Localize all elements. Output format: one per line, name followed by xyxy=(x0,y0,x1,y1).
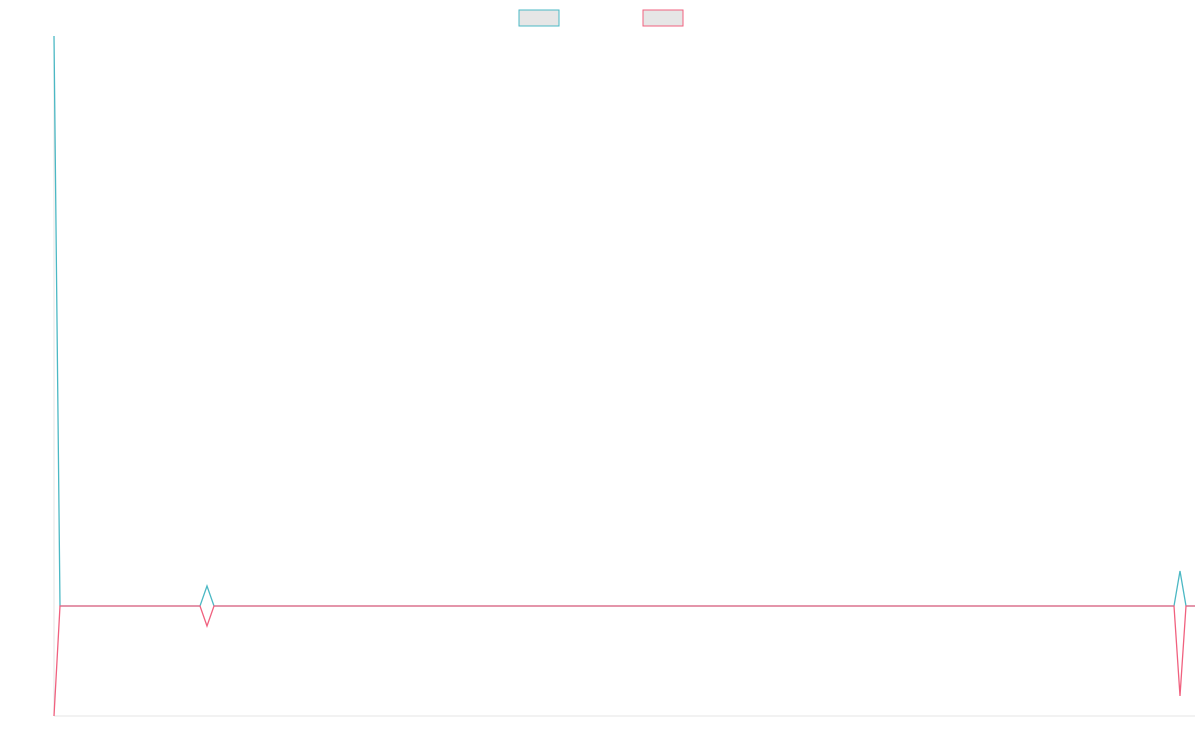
legend-swatch xyxy=(518,9,560,27)
data-line xyxy=(53,605,1195,717)
legend-swatch xyxy=(642,9,684,27)
data-line xyxy=(53,35,1195,607)
